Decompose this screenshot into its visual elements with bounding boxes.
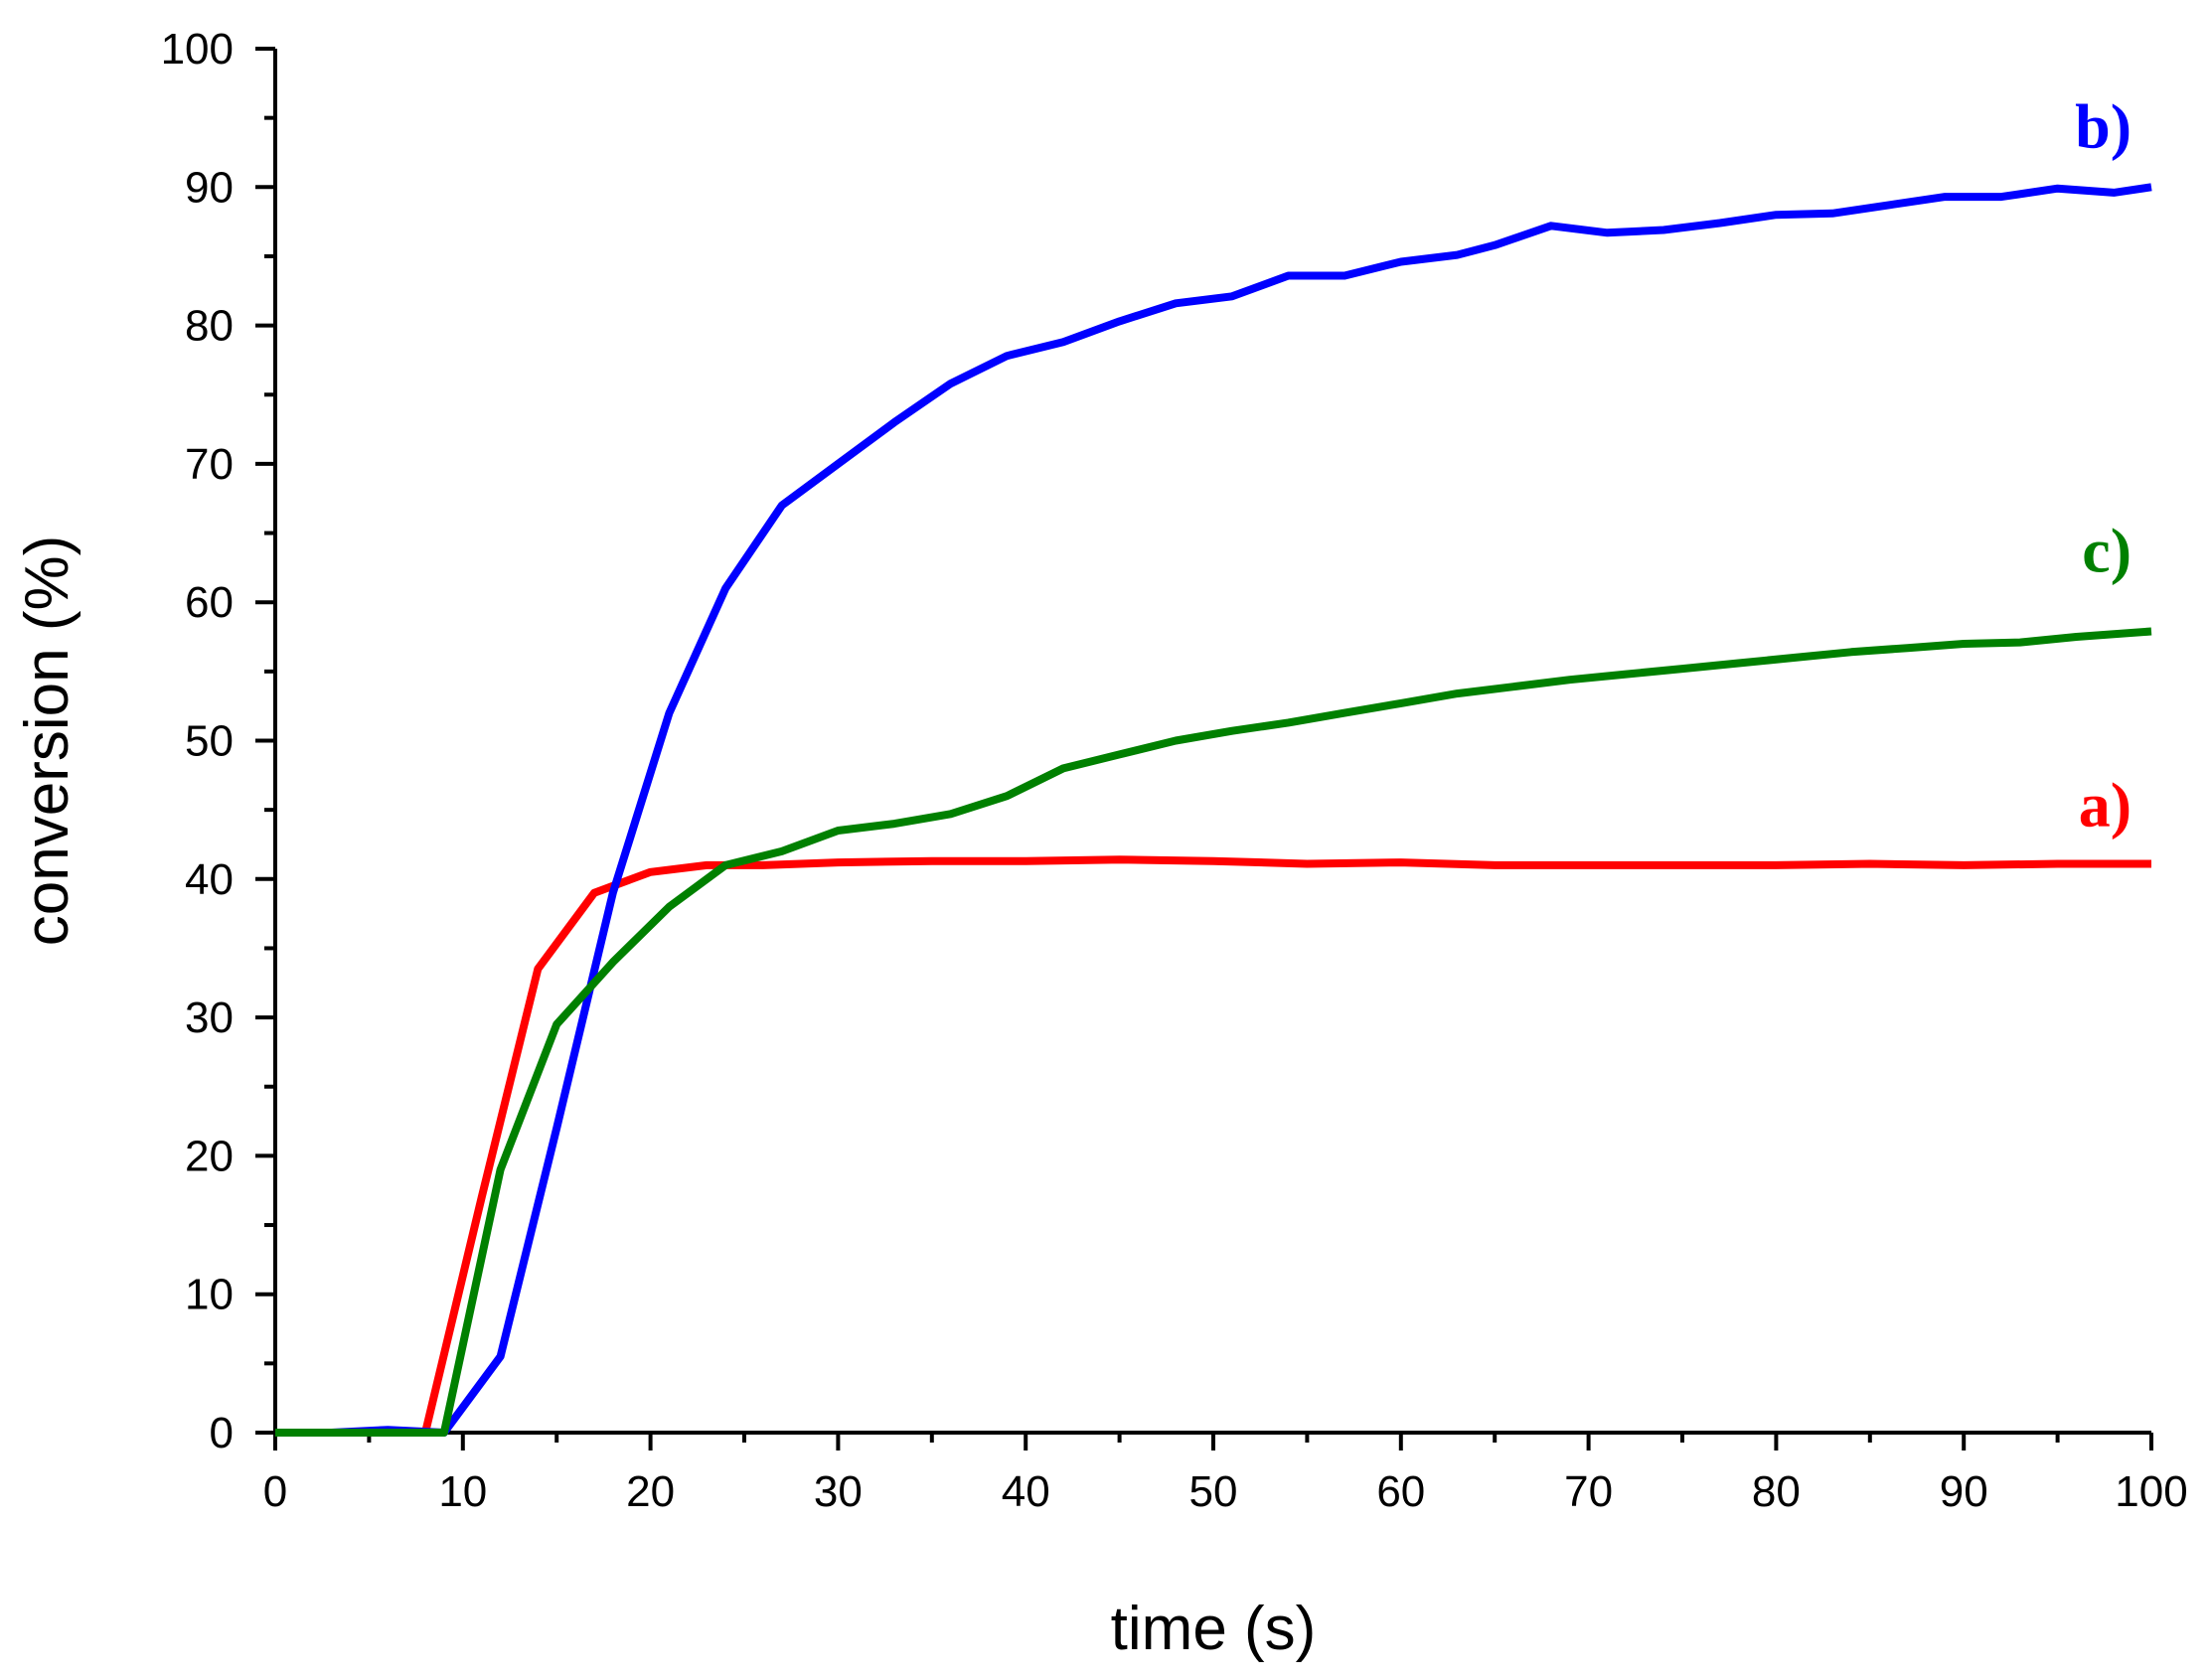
y-tick-label: 90 [185, 163, 234, 212]
series-lines [275, 183, 2152, 1437]
y-tick-label: 40 [185, 855, 234, 904]
series-label-a: a) [2079, 769, 2132, 840]
x-tick-label: 30 [814, 1467, 863, 1516]
x-axis-title: time (s) [1111, 1595, 1317, 1663]
x-tick-label: 100 [2115, 1467, 2187, 1516]
x-tick-label: 10 [438, 1467, 487, 1516]
series-line-b [275, 183, 2152, 1437]
x-tick-label: 90 [1940, 1467, 1988, 1516]
series-line-c [275, 627, 2152, 1437]
y-tick-label: 60 [185, 578, 234, 627]
x-tick-label: 20 [626, 1467, 675, 1516]
x-tick-label: 40 [1002, 1467, 1050, 1516]
series-line-a [275, 855, 2151, 1437]
y-tick-label: 50 [185, 717, 234, 766]
y-tick-label: 20 [185, 1132, 234, 1180]
y-tick-label: 30 [185, 993, 234, 1042]
series-label-c: c) [2082, 515, 2132, 585]
series-label-b: b) [2075, 90, 2132, 161]
x-tick-label: 50 [1189, 1467, 1238, 1516]
y-tick-label: 80 [185, 302, 234, 351]
x-tick-label: 80 [1752, 1467, 1801, 1516]
y-tick-label: 70 [185, 440, 234, 489]
y-tick-label: 0 [210, 1409, 234, 1457]
y-tick-label: 10 [185, 1271, 234, 1319]
series-labels: a) b) c) [2075, 90, 2132, 840]
x-tick-label: 70 [1564, 1467, 1613, 1516]
y-axis-title: conversion (%) [13, 535, 81, 946]
x-tick-label: 60 [1376, 1467, 1425, 1516]
axes: 0 10 20 30 40 50 60 70 80 90 100 0 10 20 30 40 50 60 70 80 9… [161, 25, 2188, 1516]
x-tick-label: 0 [263, 1467, 287, 1516]
y-tick-label: 100 [161, 25, 234, 74]
